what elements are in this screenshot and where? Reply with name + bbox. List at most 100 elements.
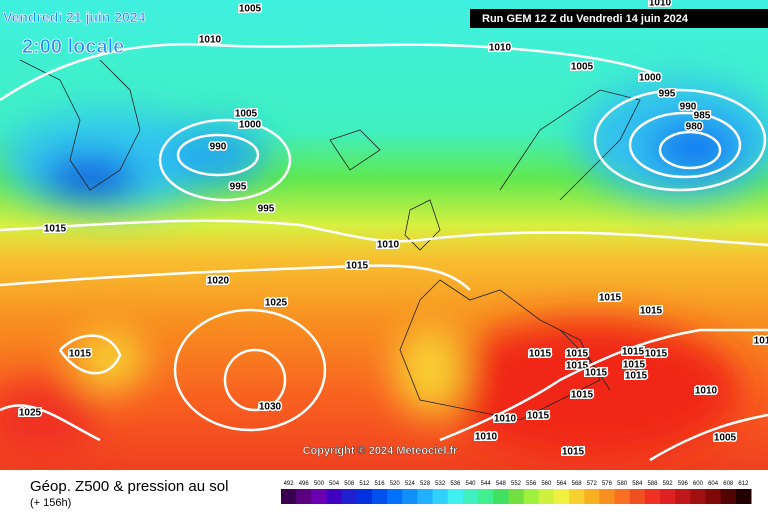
isobar-label: 1010 — [649, 0, 672, 9]
isobar-label: 1005 — [571, 62, 594, 73]
colorbar-swatch — [326, 489, 343, 504]
isobar-label: 1015 — [527, 411, 550, 422]
isobar-label: 1005 — [239, 4, 262, 15]
isobar-label: 1015 — [346, 261, 369, 272]
colorbar-swatch — [644, 489, 661, 504]
colorbar-label: 532 — [435, 481, 446, 487]
colorbar-swatch — [584, 489, 600, 504]
colorbar-swatch — [675, 489, 691, 504]
colorbar-label: 504 — [329, 481, 340, 487]
footer-title: Géop. Z500 & pression au sol — [30, 478, 228, 495]
colorbar-swatch — [690, 489, 707, 504]
colorbar-swatch — [417, 489, 434, 504]
colorbar-swatch — [311, 489, 327, 504]
colorbar-label: 560 — [541, 481, 552, 487]
isobar-label: 1010 — [695, 386, 718, 397]
isobar-label: 101 — [754, 336, 768, 347]
colorbar-label: 596 — [678, 481, 689, 487]
colorbar-label: 508 — [344, 481, 355, 487]
colorbar-swatch — [553, 489, 570, 504]
isobar-label: 1015 — [566, 361, 589, 372]
colorbar-swatch — [447, 489, 464, 504]
isobars — [0, 43, 768, 462]
colorbar-swatch — [356, 489, 373, 504]
colorbar-swatch — [599, 489, 616, 504]
colorbar-label: 604 — [708, 481, 719, 487]
colorbar-swatch — [478, 489, 494, 504]
colorbar-swatch — [387, 489, 403, 504]
isobar-label: 1025 — [19, 408, 42, 419]
colorbar-label: 576 — [602, 481, 613, 487]
isobar-label: 1010 — [377, 240, 400, 251]
colorbar-swatch — [735, 489, 752, 504]
colorbar-swatch — [296, 489, 312, 504]
run-info: Run GEM 12 Z du Vendredi 14 juin 2024 — [482, 13, 689, 25]
colorbar-label: 608 — [723, 481, 734, 487]
colorbar-swatch — [705, 489, 722, 504]
colorbar-label: 528 — [420, 481, 431, 487]
colorbar-label: 588 — [647, 481, 658, 487]
isobar-label: 1015 — [44, 224, 67, 235]
isobar-label: 1015 — [640, 306, 663, 317]
isobar-label: 990 — [210, 142, 227, 153]
colorbar-swatch — [660, 489, 676, 504]
isobar-label: 995 — [659, 89, 676, 100]
isobar-label: 995 — [230, 182, 247, 193]
isobar-label: 1005 — [714, 433, 737, 444]
isobar-label: 980 — [686, 122, 703, 133]
isobar-label: 1030 — [259, 402, 282, 413]
colorbar-label: 612 — [738, 481, 749, 487]
isobar-label: 1010 — [489, 43, 512, 54]
isobar-label: 1015 — [562, 447, 585, 458]
colorbar-label: 548 — [496, 481, 507, 487]
isobar-label: 1015 — [625, 371, 648, 382]
colorbar-swatch — [341, 489, 358, 504]
isobar-label: 995 — [258, 204, 275, 215]
colorbar-label: 592 — [663, 481, 674, 487]
colorbar-swatch — [371, 489, 388, 504]
coastlines — [19, 59, 641, 421]
isobar-label: 1015 — [599, 293, 622, 304]
colorbar-swatch — [432, 489, 449, 504]
colorbar-label: 524 — [405, 481, 416, 487]
colorbar-swatch — [629, 489, 646, 504]
isobar-label: 1010 — [475, 432, 498, 443]
colorbar-label: 500 — [314, 481, 325, 487]
colorbar-swatch — [569, 489, 585, 504]
colorbar-label: 496 — [299, 481, 310, 487]
colorbar-label: 564 — [556, 481, 567, 487]
colorbar-label: 540 — [466, 481, 477, 487]
colorbar-swatch — [523, 489, 540, 504]
isobar-labels: 1010100510101010100510009959909859801005… — [17, 0, 768, 459]
colorbar-label: 552 — [511, 481, 522, 487]
colorbar-label: 544 — [481, 481, 492, 487]
colorbar-swatch — [614, 489, 631, 504]
isobar-label: 1015 — [566, 349, 589, 360]
isobar-label: 1015 — [645, 349, 668, 360]
colorbar-label: 516 — [375, 481, 386, 487]
copyright: Copyright © 2024 Meteociel.fr — [303, 445, 459, 457]
colorbar-label: 556 — [526, 481, 537, 487]
lead-time: (+ 156h) — [30, 497, 71, 509]
isobar-label: 1015 — [529, 349, 552, 360]
colorbar-swatch — [538, 489, 555, 504]
colorbar-swatch — [720, 489, 737, 504]
isobar-label: 1015 — [69, 349, 92, 360]
colorbar-swatch — [493, 489, 509, 504]
colorbar-label: 572 — [587, 481, 598, 487]
local-time: 2:00 locale — [22, 36, 124, 58]
isobar-label: 1005 — [235, 109, 258, 120]
isobar-label: 985 — [694, 111, 711, 122]
isobar-label: 1015 — [571, 390, 594, 401]
colorbar-label: 536 — [450, 481, 461, 487]
isobar-label: 1025 — [265, 298, 288, 309]
colorbar-swatch — [402, 489, 418, 504]
isobar-label: 1015 — [622, 347, 645, 358]
colorbar: 492 496 500 504 508 512 516 520 524 528 532 536 540 5… — [281, 481, 752, 504]
isobar-label: 1000 — [239, 120, 262, 131]
isobar-label: 1020 — [207, 276, 230, 287]
colorbar-swatch — [281, 489, 297, 504]
colorbar-label: 512 — [359, 481, 370, 487]
isobar-label: 1015 — [585, 368, 608, 379]
